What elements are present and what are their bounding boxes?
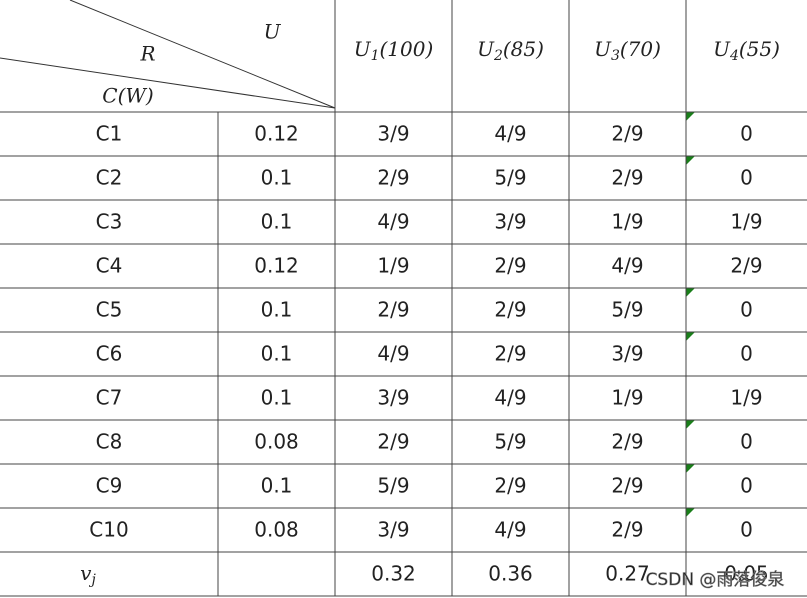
cell: C4: [96, 254, 123, 278]
cell: 3/9: [611, 342, 643, 366]
cell: 0.12: [254, 122, 299, 146]
cell: 0.08: [254, 518, 299, 542]
subscript: 3: [611, 48, 620, 64]
cell-markers: [686, 112, 695, 517]
cell: 0.1: [261, 298, 293, 322]
cell: 0.1: [261, 210, 293, 234]
cell: 0: [740, 430, 753, 454]
column-header: U2(85): [477, 37, 544, 65]
footer-value: 0.05: [724, 562, 769, 586]
cell: C6: [96, 342, 123, 366]
subscript: j: [88, 572, 96, 588]
cell: 2/9: [611, 474, 643, 498]
cell: 1/9: [730, 210, 762, 234]
cell: 4/9: [494, 518, 526, 542]
cell: 2/9: [494, 342, 526, 366]
cell: C7: [96, 386, 123, 410]
cell: 2/9: [377, 430, 409, 454]
diagonal: [0, 57, 336, 109]
score: (70): [620, 37, 661, 61]
cell: 2/9: [377, 166, 409, 190]
footer-label: vj: [80, 561, 96, 589]
cell: 0: [740, 518, 753, 542]
cell: 0.1: [261, 386, 293, 410]
cell: 4/9: [494, 386, 526, 410]
cell: 0: [740, 122, 753, 146]
cell: 2/9: [611, 430, 643, 454]
cell: 0: [740, 474, 753, 498]
cell: 4/9: [494, 122, 526, 146]
cell: 1/9: [377, 254, 409, 278]
cell: C3: [96, 210, 123, 234]
corner-middle: R: [139, 42, 155, 66]
cell: 0: [740, 166, 753, 190]
subscript: 1: [371, 48, 380, 64]
cell: 3/9: [377, 386, 409, 410]
cell: 4/9: [377, 210, 409, 234]
cell: 2/9: [494, 298, 526, 322]
corner-top: U: [264, 20, 282, 44]
cell: C5: [96, 298, 123, 322]
cell: C2: [96, 166, 123, 190]
cell: 5/9: [494, 430, 526, 454]
cell: 3/9: [494, 210, 526, 234]
symbol: U: [477, 37, 495, 61]
symbol: U: [713, 37, 731, 61]
subscript: 4: [729, 48, 739, 64]
diagonal: [69, 0, 336, 109]
watermark: CSDN @雨落俊泉: [646, 570, 785, 590]
cell: 0: [740, 298, 753, 322]
footer-value: 0.36: [488, 562, 533, 586]
cell: 3/9: [377, 518, 409, 542]
cell: 3/9: [377, 122, 409, 146]
cell: 4/9: [611, 254, 643, 278]
cell: 2/9: [494, 254, 526, 278]
column-header: U1(100): [354, 37, 434, 65]
cell: 2/9: [611, 166, 643, 190]
cell: 4/9: [377, 342, 409, 366]
score: (85): [503, 37, 544, 61]
subscript: 2: [493, 48, 503, 64]
cell: 5/9: [377, 474, 409, 498]
column-header: U3(70): [594, 37, 661, 65]
cell: 1/9: [611, 210, 643, 234]
footer-value: 0.32: [371, 562, 416, 586]
cell: 5/9: [611, 298, 643, 322]
score: (100): [380, 37, 434, 61]
cell: 0: [740, 342, 753, 366]
cell: 2/9: [611, 518, 643, 542]
cell: 2/9: [377, 298, 409, 322]
cell: 2/9: [611, 122, 643, 146]
footer-value: 0.27: [605, 562, 650, 586]
cell: 5/9: [494, 166, 526, 190]
symbol: v: [80, 561, 92, 585]
cell: C1: [96, 122, 123, 146]
score: (55): [739, 37, 780, 61]
symbol: U: [354, 37, 372, 61]
cell: 0.1: [261, 342, 293, 366]
symbol: U: [594, 37, 612, 61]
cell: 1/9: [730, 386, 762, 410]
cell: C8: [96, 430, 123, 454]
cell: C10: [89, 518, 128, 542]
cell: 0.1: [261, 166, 293, 190]
cell: C9: [96, 474, 123, 498]
cell: 0.12: [254, 254, 299, 278]
cell: 2/9: [730, 254, 762, 278]
cell: 0.08: [254, 430, 299, 454]
corner-bottom: C(W): [102, 84, 153, 108]
column-header: U4(55): [713, 37, 780, 65]
cell: 2/9: [494, 474, 526, 498]
cell: 0.1: [261, 474, 293, 498]
cell: 1/9: [611, 386, 643, 410]
